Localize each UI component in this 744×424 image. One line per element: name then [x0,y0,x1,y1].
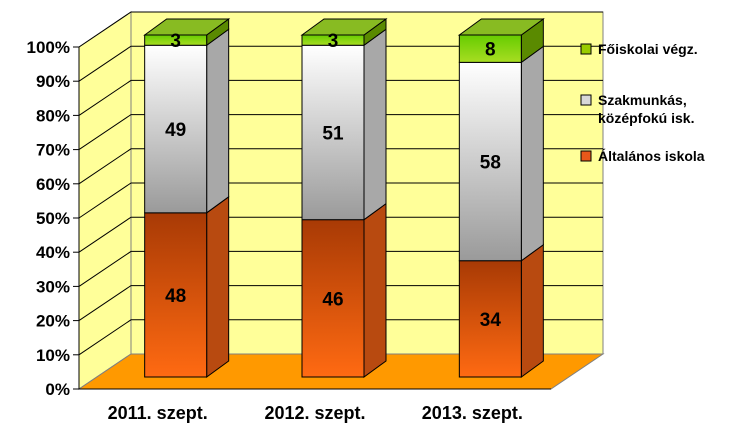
bar-segment-szakmunkas [301,44,365,221]
data-label: 34 [480,310,502,331]
x-tick-label: 2013. szept. [422,403,523,423]
data-label: 8 [485,40,496,61]
data-label: 3 [170,31,181,52]
y-tick-label: 50% [36,209,70,228]
legend-label: Főiskolai végz. [598,41,698,57]
y-tick-label: 100% [27,38,70,57]
y-tick-label: 60% [36,175,70,194]
y-tick-label: 30% [36,277,70,296]
gridline [78,285,603,322]
gridline [78,45,603,82]
bar-segment-foiskolai [458,34,522,63]
gridline [78,182,603,219]
data-label: 3 [328,31,339,52]
bar-segment-altalanos-side [363,202,387,378]
gridline [78,216,603,253]
x-tick-label: 2011. szept. [108,403,208,423]
legend-swatch [580,43,592,55]
y-tick-label: 0% [45,380,70,399]
legend-swatch [580,150,592,162]
legend-label: Általános iskola [598,148,705,164]
legend-swatch [580,94,592,106]
x-tick-label: 2012. szept. [264,403,365,423]
bar-segment-szakmunkas-side [206,28,230,214]
data-label: 58 [480,153,501,174]
gridline [78,114,603,151]
y-tick-label: 40% [36,243,70,262]
gridline [78,148,603,185]
data-label: 46 [322,289,343,310]
y-tick-label: 20% [36,312,70,331]
bar-segment-szakmunkas-side [520,45,544,262]
data-label: 51 [322,123,344,144]
legend-label: Szakmunkás, [598,92,687,108]
y-tick-label: 90% [36,72,70,91]
bar-segment-altalanos [458,260,522,378]
bar-segment-altalanos-side [206,195,230,378]
data-label: 49 [165,120,186,141]
y-tick-label: 80% [36,106,70,125]
bar-segment-szakmunkas-side [363,28,387,221]
gridline [78,319,603,356]
y-tick-label: 10% [36,346,70,365]
gridline [78,79,603,116]
bar-segment-altalanos-side [520,243,544,378]
y-tick-label: 70% [36,141,70,160]
data-label: 48 [165,286,186,307]
gridline [78,250,603,287]
gridline [78,11,603,48]
bar-top-face [143,18,231,36]
legend-label-line2: középfokú isk. [598,110,694,126]
bar-top-face [457,18,545,36]
bar-top-face [300,18,388,36]
bar-segment-altalanos [301,219,365,378]
